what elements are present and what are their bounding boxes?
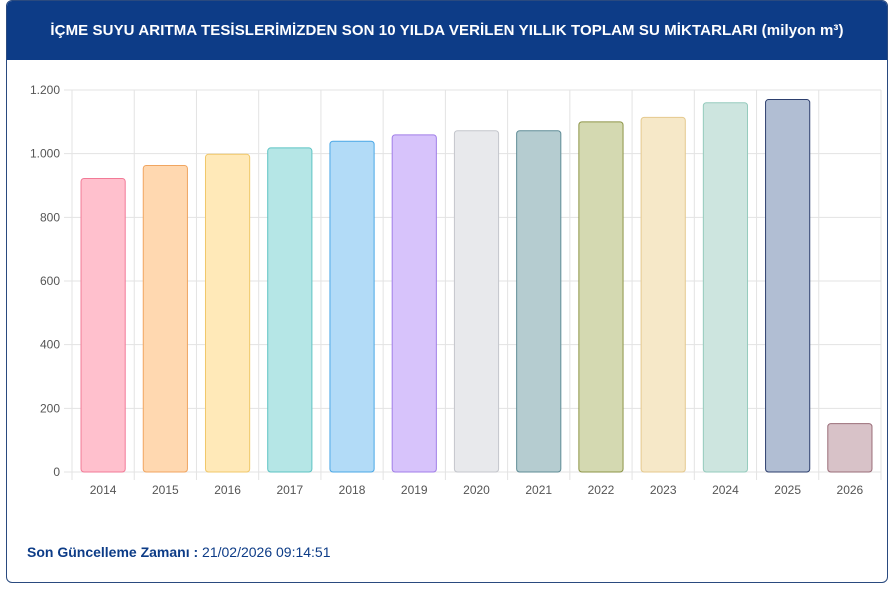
x-tick-label: 2020	[463, 483, 490, 497]
x-tick-label: 2018	[339, 483, 366, 497]
bar-2021	[516, 130, 562, 473]
x-tick-label: 2021	[525, 483, 552, 497]
x-tick-label: 2015	[152, 483, 179, 497]
y-tick-label: 400	[40, 338, 60, 352]
x-tick-label: 2019	[401, 483, 428, 497]
last-update: Son Güncelleme Zamanı : 21/02/2026 09:14…	[27, 544, 331, 560]
bar-2014	[80, 177, 126, 473]
y-tick-label: 1.000	[30, 147, 60, 161]
bar-chart: 0 200 400 600 800 1.000 1.200 2014 2015 2016 2017 2…	[30, 83, 882, 497]
y-tick-label: 600	[40, 274, 60, 288]
bar-2018	[329, 140, 375, 473]
chart-header: İÇME SUYU ARITMA TESİSLERİMİZDEN SON 10 …	[7, 1, 887, 60]
x-tick-label: 2014	[90, 483, 117, 497]
x-tick-label: 2024	[712, 483, 739, 497]
bar-2020	[453, 130, 500, 473]
bar-2023	[640, 116, 686, 473]
chart-card: İÇME SUYU ARITMA TESİSLERİMİZDEN SON 10 …	[6, 0, 888, 583]
bar-2026	[827, 423, 873, 473]
x-tick-label: 2017	[276, 483, 303, 497]
bar-2025	[765, 99, 811, 473]
bar-2024	[702, 102, 749, 473]
x-tick-label: 2026	[837, 483, 864, 497]
bar-2019	[391, 134, 437, 473]
y-tick-label: 200	[40, 401, 60, 415]
bar-2015	[142, 164, 188, 473]
chart-area: 0 200 400 600 800 1.000 1.200 2014 2015 2016 2017 2…	[7, 60, 887, 520]
x-tick-label: 2023	[650, 483, 677, 497]
last-update-label: Son Güncelleme Zamanı :	[27, 544, 199, 560]
x-tick-label: 2025	[774, 483, 801, 497]
y-tick-label: 1.200	[30, 83, 60, 97]
bar-2016	[204, 153, 251, 473]
y-tick-label: 800	[40, 210, 60, 224]
y-tick-label: 0	[53, 465, 60, 479]
x-tick-label: 2022	[588, 483, 615, 497]
bar-2017	[267, 147, 313, 473]
bar-2022	[578, 121, 624, 473]
last-update-value: 21/02/2026 09:14:51	[202, 544, 331, 560]
chart-title: İÇME SUYU ARITMA TESİSLERİMİZDEN SON 10 …	[50, 22, 844, 39]
x-tick-label: 2016	[214, 483, 241, 497]
